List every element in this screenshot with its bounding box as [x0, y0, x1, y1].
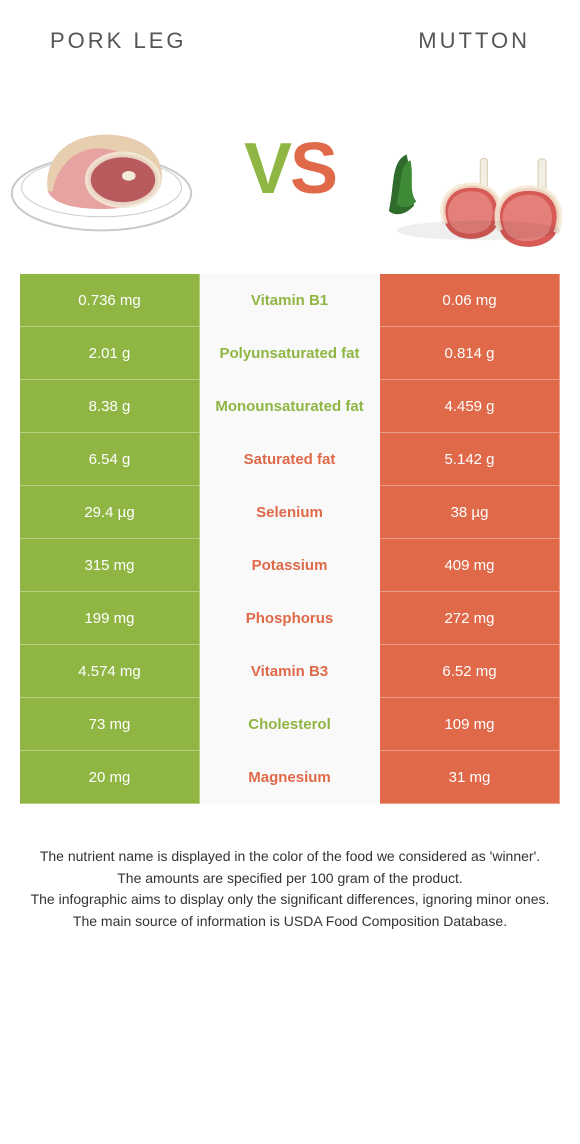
table-row: 8.38 gMonounsaturated fat4.459 g [20, 380, 560, 433]
table-row: 0.736 mgVitamin B10.06 mg [20, 274, 560, 327]
pork-leg-illustration [4, 84, 199, 254]
left-value-cell: 29.4 µg [20, 486, 200, 539]
footnotes: The nutrient name is displayed in the co… [20, 846, 560, 933]
left-value-cell: 2.01 g [20, 327, 200, 380]
table-row: 6.54 gSaturated fat5.142 g [20, 433, 560, 486]
left-value-cell: 199 mg [20, 592, 200, 645]
right-value-cell: 6.52 mg [380, 645, 560, 698]
left-value-cell: 315 mg [20, 539, 200, 592]
left-value-cell: 0.736 mg [20, 274, 200, 327]
footnote-line: The amounts are specified per 100 gram o… [20, 868, 560, 890]
nutrient-label-cell: Vitamin B3 [200, 645, 380, 698]
hero-row: VS [0, 64, 580, 274]
table-row: 199 mgPhosphorus272 mg [20, 592, 560, 645]
nutrient-label-cell: Cholesterol [200, 698, 380, 751]
table-row: 2.01 gPolyunsaturated fat0.814 g [20, 327, 560, 380]
left-food-title: PORK LEG [50, 28, 186, 54]
left-value-cell: 8.38 g [20, 380, 200, 433]
table-row: 29.4 µgSelenium38 µg [20, 486, 560, 539]
table-row: 4.574 mgVitamin B36.52 mg [20, 645, 560, 698]
table-row: 73 mgCholesterol109 mg [20, 698, 560, 751]
header: PORK LEG MUTTON [0, 0, 580, 64]
footnote-line: The nutrient name is displayed in the co… [20, 846, 560, 868]
right-value-cell: 31 mg [380, 751, 560, 804]
right-value-cell: 409 mg [380, 539, 560, 592]
right-value-cell: 0.06 mg [380, 274, 560, 327]
nutrient-label-cell: Potassium [200, 539, 380, 592]
right-value-cell: 272 mg [380, 592, 560, 645]
nutrient-label-cell: Magnesium [200, 751, 380, 804]
mutton-illustration [385, 84, 580, 254]
right-value-cell: 38 µg [380, 486, 560, 539]
nutrient-label-cell: Selenium [200, 486, 380, 539]
nutrient-label-cell: Polyunsaturated fat [200, 327, 380, 380]
left-value-cell: 4.574 mg [20, 645, 200, 698]
vs-v: V [244, 133, 294, 205]
nutrient-label-cell: Vitamin B1 [200, 274, 380, 327]
right-value-cell: 4.459 g [380, 380, 560, 433]
nutrient-label-cell: Phosphorus [200, 592, 380, 645]
table-row: 20 mgMagnesium31 mg [20, 751, 560, 804]
right-value-cell: 0.814 g [380, 327, 560, 380]
right-value-cell: 5.142 g [380, 433, 560, 486]
vs-s: S [290, 133, 340, 205]
comparison-table: 0.736 mgVitamin B10.06 mg2.01 gPolyunsat… [20, 274, 560, 804]
right-value-cell: 109 mg [380, 698, 560, 751]
left-value-cell: 73 mg [20, 698, 200, 751]
vs-label: VS [244, 133, 340, 205]
nutrient-label-cell: Monounsaturated fat [200, 380, 380, 433]
nutrient-label-cell: Saturated fat [200, 433, 380, 486]
left-value-cell: 6.54 g [20, 433, 200, 486]
left-value-cell: 20 mg [20, 751, 200, 804]
footnote-line: The infographic aims to display only the… [20, 889, 560, 911]
table-row: 315 mgPotassium409 mg [20, 539, 560, 592]
right-food-title: MUTTON [418, 28, 530, 54]
footnote-line: The main source of information is USDA F… [20, 911, 560, 933]
